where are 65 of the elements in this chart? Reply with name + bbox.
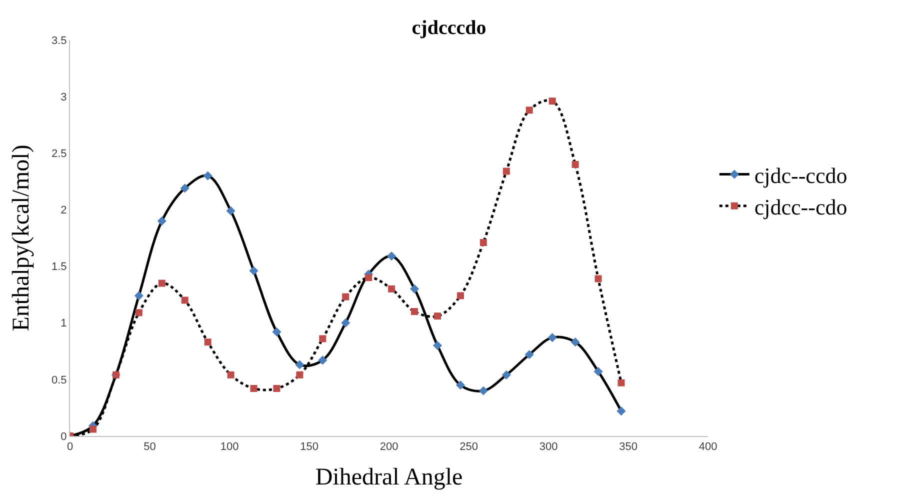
point [502,370,511,380]
x-tick-label: 300 [539,441,558,454]
y-tick-label: 0 [60,430,67,443]
point [388,285,396,292]
y-tick-label: 3.5 [52,34,67,47]
y-tick-label: 1 [60,318,67,330]
point [272,327,282,336]
y-tick-label: 2 [60,204,67,217]
y-tick-label: 3 [60,91,67,104]
point [250,384,258,392]
point [456,380,466,390]
point [342,293,350,300]
point [249,266,258,276]
point [226,206,236,216]
point [365,274,372,282]
point [295,360,304,370]
point [526,106,533,114]
x-tick-label: 100 [220,441,239,454]
point [616,406,626,416]
y-tick-label: 2.5 [52,148,67,160]
legend-label: cjdcc--cdo [754,194,848,220]
point [158,280,166,287]
point [434,312,441,320]
x-tick-label: 150 [300,441,318,454]
point [318,356,328,365]
point [524,350,534,360]
point [594,275,602,282]
x-tick-label: 400 [698,441,718,454]
x-tick-label: 50 [144,441,156,454]
point [387,252,396,261]
x-axis-title: Dihedral Angle [315,464,463,490]
y-tick-label: 1.5 [52,261,67,274]
point [570,338,580,347]
point [227,371,234,378]
point [134,291,144,300]
point [273,384,280,392]
chart-title: cjdcccdo [412,16,486,39]
x-tick-label: 250 [460,441,478,454]
y-axis-title: Enthalpy(kcal/mol) [8,144,35,332]
x-tick-label: 200 [380,441,398,454]
point [410,284,420,294]
point [456,292,464,300]
point [548,98,556,105]
point [180,184,190,193]
point [432,340,442,350]
point [478,386,488,396]
point [319,335,326,342]
point [89,426,96,433]
point [572,160,579,168]
point [181,296,188,304]
point [594,366,603,376]
point [480,239,487,246]
point [411,308,418,316]
point [204,338,212,346]
point [203,171,212,180]
point [548,333,557,342]
point [157,216,166,226]
x-tick-label: 350 [619,441,638,454]
point [296,371,304,378]
legend-label: cjdc--ccdo [754,162,848,188]
point [341,318,350,328]
point [502,168,510,175]
y-tick-label: 0.5 [52,374,67,386]
point [135,309,142,316]
point [618,379,625,386]
